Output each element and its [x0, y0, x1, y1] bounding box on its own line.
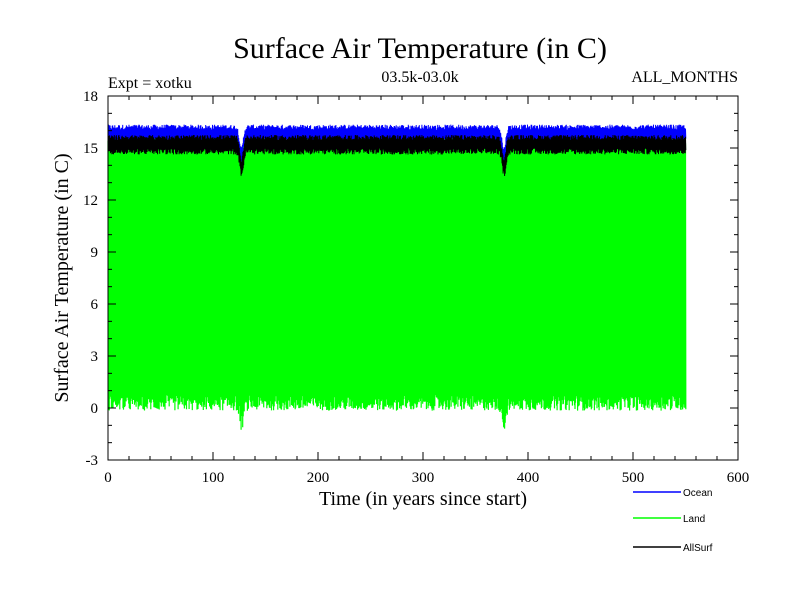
legend-label-land: Land	[683, 514, 705, 525]
y-tick-label: 0	[91, 401, 99, 417]
x-tick-label: 300	[412, 470, 435, 486]
x-tick-label: 500	[622, 470, 645, 486]
y-tick-label: 6	[91, 297, 99, 313]
x-tick-label: 0	[104, 470, 112, 486]
plot-area	[107, 124, 687, 430]
subtitle-center: 03.5k-03.0k	[381, 69, 458, 86]
x-tick-label: 200	[307, 470, 330, 486]
series-land	[107, 138, 687, 430]
x-tick-label: 600	[727, 470, 750, 486]
y-axis: -3 0 3 6 9 12 15 18	[83, 89, 738, 469]
chart-title: Surface Air Temperature (in C)	[233, 32, 607, 65]
y-tick-label: 3	[91, 349, 99, 365]
y-tick-label: 12	[83, 193, 98, 209]
legend-label-allsurf: AllSurf	[683, 543, 713, 554]
series-allsurf	[107, 134, 687, 177]
y-tick-label: -3	[86, 453, 99, 469]
x-tick-label: 100	[202, 470, 225, 486]
y-tick-label: 18	[83, 89, 98, 105]
subtitle-left: Expt = xotku	[108, 75, 192, 92]
x-tick-label: 400	[517, 470, 540, 486]
x-axis: 0 100 200 300 400 500 600	[104, 96, 749, 486]
subtitle-right: ALL_MONTHS	[631, 69, 738, 86]
x-axis-label: Time (in years since start)	[319, 488, 527, 510]
legend-label-ocean: Ocean	[683, 488, 712, 499]
y-tick-label: 9	[91, 245, 99, 261]
y-axis-label: Surface Air Temperature (in C)	[51, 153, 73, 402]
y-tick-label: 15	[83, 141, 98, 157]
legend: Ocean Land AllSurf	[633, 488, 713, 554]
